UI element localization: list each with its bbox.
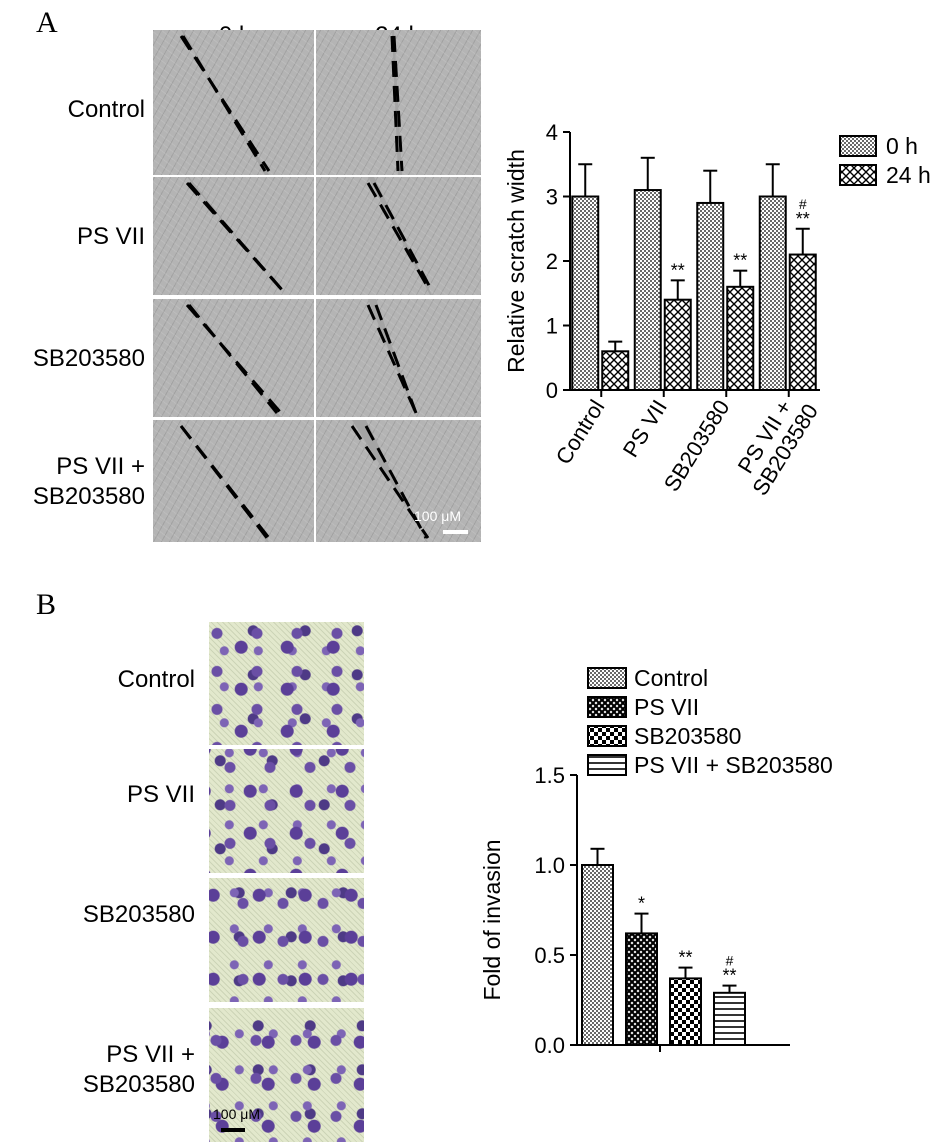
bar — [663, 298, 692, 391]
y-tick-label: 1 — [546, 314, 558, 339]
legend-swatch — [587, 725, 627, 747]
legend-label: Control — [634, 665, 708, 691]
scratch-micrograph-tile — [316, 177, 481, 295]
y-axis-label: Relative scratch width — [503, 149, 529, 373]
scratch-micrograph-tile — [153, 299, 314, 417]
significance-label: # — [726, 953, 734, 969]
invasion-micrograph-tile — [209, 878, 364, 1002]
x-tick-label: PS VII — [618, 395, 672, 461]
bar — [669, 977, 702, 1046]
bar-group: * — [625, 894, 658, 1046]
bar — [696, 201, 725, 391]
scale-bar-label-a: 100 μM — [414, 508, 461, 524]
scale-bar-a — [443, 530, 468, 534]
legend-label: 0 h — [886, 133, 918, 159]
significance-label: ** — [733, 251, 747, 271]
scratch-boundary-line — [185, 182, 285, 292]
invasion-micrograph-tile — [209, 622, 364, 745]
panel-a-letter: A — [36, 6, 58, 39]
bar-group: ** — [696, 169, 755, 391]
bar — [625, 932, 658, 1046]
y-tick-label: 0.5 — [534, 943, 565, 968]
significance-label: ** — [678, 948, 692, 968]
x-tick-label: Control — [551, 395, 610, 468]
y-tick-label: 0.0 — [534, 1033, 565, 1058]
scratch-boundary-line — [179, 425, 269, 539]
y-tick-label: 3 — [546, 185, 558, 210]
y-tick-label: 4 — [546, 120, 558, 145]
y-tick-label: 1.0 — [534, 853, 565, 878]
scratch-micrograph-tile — [153, 177, 314, 295]
legend-swatch — [839, 135, 877, 157]
bar — [713, 991, 746, 1046]
scale-bar-label-b: 100 μM — [213, 1106, 260, 1122]
scale-bar-b — [221, 1128, 245, 1132]
bar-group — [581, 847, 614, 1046]
invasion-micrograph-tile — [209, 749, 364, 873]
row-label-psvii-b: PS VII — [126, 781, 195, 808]
bar — [788, 253, 817, 391]
legend-label: SB203580 — [634, 723, 741, 749]
bar-group — [571, 163, 630, 392]
scratch-width-chart: 0 1 2 3 4 Relative scratch width Control ** PS V… — [503, 120, 930, 500]
significance-label: * — [638, 894, 645, 914]
bar-group: ** — [669, 948, 702, 1046]
row-label-sb-b: SB203580 — [82, 901, 195, 928]
row-label-combo-b: PS VII + SB203580 — [82, 1041, 195, 1098]
bar-group: ** — [633, 156, 692, 391]
legend-swatch — [839, 164, 877, 186]
bar-group: #** — [758, 163, 817, 391]
row-label-combo-a: PS VII + SB203580 — [32, 453, 145, 510]
legend-label: PS VII — [634, 694, 699, 720]
legend-swatch — [587, 696, 627, 718]
y-axis-label: Fold of invasion — [479, 839, 505, 1000]
scratch-boundary-line — [372, 182, 434, 292]
panel-b-letter: B — [36, 588, 57, 621]
significance-label: ** — [671, 260, 685, 280]
legend-label: 24 h — [886, 162, 930, 188]
bar — [758, 195, 787, 391]
significance-label: ** — [796, 209, 810, 229]
y-tick-label: 0 — [546, 378, 558, 403]
bar — [633, 189, 662, 391]
bar — [571, 195, 600, 391]
significance-label: # — [799, 196, 807, 212]
scratch-micrograph-tile — [316, 299, 481, 417]
legend-label: PS VII + SB203580 — [634, 752, 833, 778]
row-label-control-b: Control — [117, 666, 195, 693]
row-label-control-a: Control — [67, 96, 145, 123]
scratch-micrograph-tile — [153, 420, 314, 542]
scratch-boundary-line — [366, 304, 418, 414]
bar-group: #** — [713, 953, 746, 1046]
row-label-sb-a: SB203580 — [32, 345, 145, 372]
scratch-micrograph-tile — [316, 420, 481, 542]
row-label-psvii-a: PS VII — [76, 223, 145, 250]
scratch-boundary-line — [390, 35, 400, 172]
significance-label: ** — [722, 966, 736, 986]
legend-swatch — [587, 754, 627, 776]
scratch-boundary-line — [366, 182, 432, 292]
y-tick-label: 2 — [546, 249, 558, 274]
scratch-boundary-line — [350, 425, 430, 539]
y-tick-label: 1.5 — [534, 763, 565, 788]
scratch-boundary-line — [392, 35, 404, 172]
scratch-micrograph-tile — [316, 30, 481, 175]
legend-swatch — [587, 667, 627, 689]
scratch-micrograph-tile — [153, 30, 314, 175]
scratch-boundary-line — [374, 304, 418, 414]
bar — [726, 285, 755, 391]
invasion-micrograph-tile — [209, 1008, 364, 1142]
bar — [601, 350, 630, 392]
scratch-boundary-line — [179, 35, 271, 172]
bar — [581, 864, 614, 1046]
